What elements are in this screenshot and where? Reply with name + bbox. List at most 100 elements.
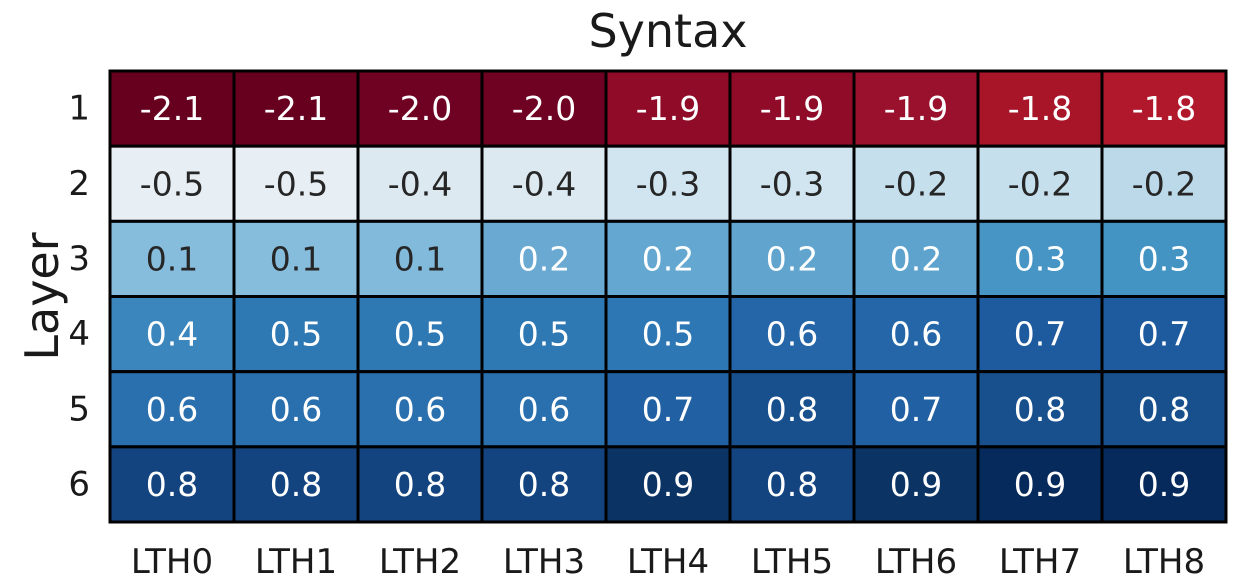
cell-value-label: 0.6 (394, 390, 446, 429)
y-tick-label: 3 (68, 239, 90, 279)
x-tick-label: LTH0 (131, 542, 213, 582)
cell-value-label: 0.6 (146, 390, 198, 429)
cell-value-label: 0.8 (394, 465, 446, 504)
x-tick-label: LTH4 (627, 542, 709, 582)
cell-value-label: 0.2 (890, 239, 942, 278)
heatmap-cell (356, 219, 484, 298)
cell-value-label: 0.9 (890, 465, 942, 504)
heatmap-cell (232, 295, 360, 374)
cell-value-label: 0.2 (766, 239, 818, 278)
heatmap-cell (232, 69, 360, 148)
cell-value-label: -1.9 (884, 89, 948, 128)
cell-value-label: 0.6 (518, 390, 570, 429)
cell-value-label: 0.8 (270, 465, 322, 504)
y-tick-label: 2 (68, 164, 90, 204)
cell-value-label: 0.5 (518, 315, 570, 354)
cell-value-label: 0.4 (146, 315, 198, 354)
heatmap-cell (1100, 219, 1228, 298)
y-tick-label: 1 (68, 89, 90, 129)
heatmap-cell (852, 144, 980, 223)
cell-value-label: 0.7 (642, 390, 694, 429)
cell-value-label: -0.2 (884, 164, 948, 203)
cell-value-label: -0.2 (1008, 164, 1072, 203)
heatmap-cell (728, 370, 856, 449)
cell-value-label: 0.9 (642, 465, 694, 504)
cell-value-label: 0.8 (766, 465, 818, 504)
x-tick-label: LTH6 (875, 542, 957, 582)
cell-value-label: -2.0 (388, 89, 452, 128)
x-tick-label: LTH8 (1123, 542, 1205, 582)
cell-value-label: -0.2 (1132, 164, 1196, 203)
heatmap-cell (976, 69, 1104, 148)
heatmap-cell (480, 445, 608, 524)
x-tick-label: LTH1 (255, 542, 337, 582)
x-axis-ticks: LTH0 LTH1 LTH2 LTH3 LTH4 LTH5 LTH6 LTH7 LTH8 (131, 542, 1205, 582)
heatmap-cell (1100, 445, 1228, 524)
x-tick-label: LTH5 (751, 542, 833, 582)
heatmap-cell (728, 445, 856, 524)
y-axis-ticks: 1 2 3 4 5 6 (68, 89, 90, 505)
cell-value-label: 0.8 (766, 390, 818, 429)
x-tick-label: LTH7 (999, 542, 1081, 582)
cell-value-label: -0.4 (512, 164, 576, 203)
cell-value-label: 0.3 (1138, 239, 1190, 278)
cell-value-label: 0.1 (270, 239, 322, 278)
heatmap-cell (232, 219, 360, 298)
heatmap-cell (604, 144, 732, 223)
cell-value-label: 0.7 (1138, 315, 1190, 354)
heatmap-cell (356, 445, 484, 524)
cell-value-label: -0.5 (140, 164, 204, 203)
heatmap-cell (604, 445, 732, 524)
cell-value-label: 0.9 (1138, 465, 1190, 504)
cell-value-label: 0.5 (642, 315, 694, 354)
cell-value-label: 0.1 (394, 239, 446, 278)
cell-value-label: 0.8 (146, 465, 198, 504)
cell-value-label: 0.5 (270, 315, 322, 354)
y-tick-label: 4 (68, 314, 90, 354)
heatmap-cell (1100, 295, 1228, 374)
cell-value-label: 0.1 (146, 239, 198, 278)
heatmap-cell (976, 445, 1104, 524)
heatmap-cell (976, 144, 1104, 223)
cell-value-label: 0.2 (518, 239, 570, 278)
x-tick-label: LTH3 (503, 542, 585, 582)
cell-value-label: 0.6 (766, 315, 818, 354)
cell-value-label: 0.8 (518, 465, 570, 504)
cell-value-label: 0.6 (890, 315, 942, 354)
cell-value-label: 0.7 (1014, 315, 1066, 354)
cell-value-label: 0.5 (394, 315, 446, 354)
cell-value-label: -0.5 (264, 164, 328, 203)
heatmap-cell (108, 219, 236, 298)
cell-value-label: -1.9 (636, 89, 700, 128)
cell-value-label: -0.4 (388, 164, 452, 203)
heatmap-cell (728, 69, 856, 148)
y-tick-label: 6 (68, 464, 90, 504)
heatmap-cell (232, 445, 360, 524)
cell-value-label: 0.6 (270, 390, 322, 429)
cell-value-label: -1.8 (1132, 89, 1196, 128)
cell-value-label: 0.9 (1014, 465, 1066, 504)
cell-value-label: -0.3 (636, 164, 700, 203)
cell-value-label: -2.0 (512, 89, 576, 128)
heatmap-cell (356, 144, 484, 223)
cell-value-label: 0.8 (1138, 390, 1190, 429)
cell-value-label: -2.1 (264, 89, 328, 128)
cell-value-label: 0.8 (1014, 390, 1066, 429)
heatmap-cell (1100, 370, 1228, 449)
heatmap-cell (604, 219, 732, 298)
y-axis-label: Layer (15, 232, 69, 360)
heatmap-cell (108, 370, 236, 449)
heatmap-frame (108, 69, 1228, 524)
y-tick-label: 5 (68, 389, 90, 429)
cell-value-label: -1.9 (760, 89, 824, 128)
heatmap-cell (480, 295, 608, 374)
cell-value-label: -0.3 (760, 164, 824, 203)
cell-value-label: -1.8 (1008, 89, 1072, 128)
cell-value-label: -2.1 (140, 89, 204, 128)
cell-value-label: 0.7 (890, 390, 942, 429)
cell-value-label: 0.2 (642, 239, 694, 278)
cell-value-label: 0.3 (1014, 239, 1066, 278)
chart-title: Syntax (588, 4, 747, 58)
x-tick-label: LTH2 (379, 542, 461, 582)
